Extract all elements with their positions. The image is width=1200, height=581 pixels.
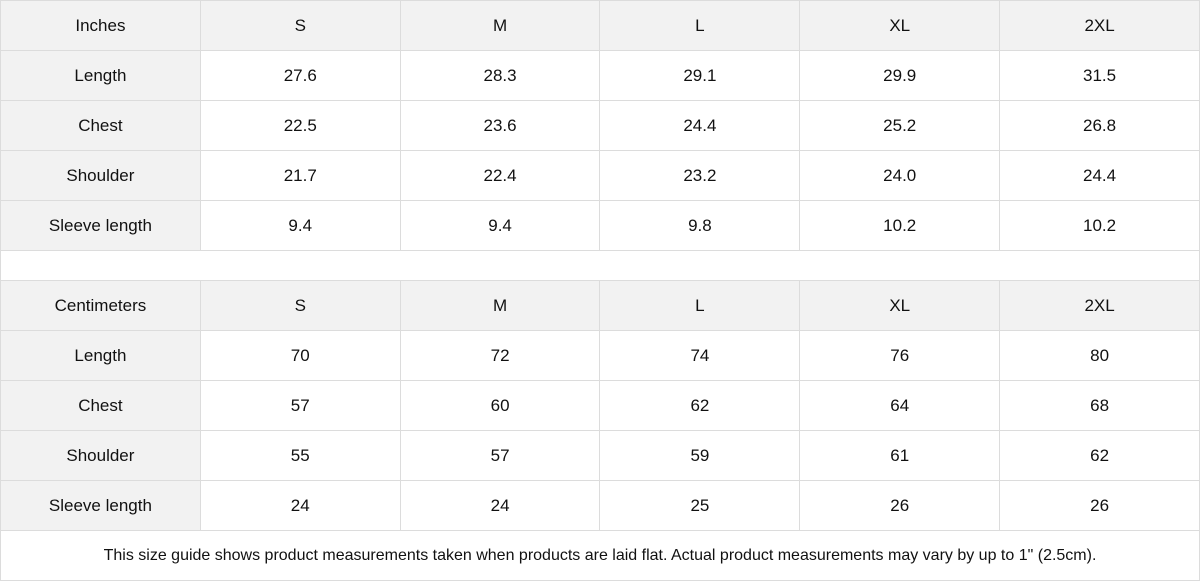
measurement-cell: 57: [399, 430, 601, 481]
unit-header: Centimeters: [0, 280, 201, 331]
table-row: Shoulder 55 57 59 61 62: [0, 430, 1200, 481]
table-row: Chest 57 60 62 64 68: [0, 380, 1200, 431]
header-row: Inches S M L XL 2XL: [0, 0, 1200, 51]
size-header: XL: [799, 280, 1001, 331]
row-label: Length: [0, 50, 201, 101]
size-header: M: [399, 280, 601, 331]
measurement-cell: 74: [599, 330, 801, 381]
measurement-cell: 23.2: [599, 150, 801, 201]
size-guide-note: This size guide shows product measuremen…: [0, 530, 1200, 581]
measurement-cell: 24: [199, 480, 401, 531]
row-label: Sleeve length: [0, 480, 201, 531]
measurement-cell: 62: [599, 380, 801, 431]
measurement-cell: 23.6: [399, 100, 601, 151]
measurement-cell: 22.4: [399, 150, 601, 201]
measurement-cell: 76: [799, 330, 1001, 381]
measurement-cell: 22.5: [199, 100, 401, 151]
measurement-cell: 21.7: [199, 150, 401, 201]
measurement-cell: 26.8: [999, 100, 1200, 151]
measurement-cell: 64: [799, 380, 1001, 431]
table-row: Chest 22.5 23.6 24.4 25.2 26.8: [0, 100, 1200, 151]
unit-header: Inches: [0, 0, 201, 51]
measurement-cell: 62: [999, 430, 1200, 481]
measurement-cell: 70: [199, 330, 401, 381]
measurement-cell: 68: [999, 380, 1200, 431]
size-header: L: [599, 280, 801, 331]
measurement-cell: 26: [799, 480, 1001, 531]
table-row: Length 27.6 28.3 29.1 29.9 31.5: [0, 50, 1200, 101]
measurement-cell: 24: [399, 480, 601, 531]
measurement-cell: 61: [799, 430, 1001, 481]
size-header: XL: [799, 0, 1001, 51]
size-header: 2XL: [999, 280, 1200, 331]
size-header: M: [399, 0, 601, 51]
measurement-cell: 27.6: [199, 50, 401, 101]
measurement-cell: 24.0: [799, 150, 1001, 201]
row-label: Shoulder: [0, 150, 201, 201]
row-label: Shoulder: [0, 430, 201, 481]
table-row: Shoulder 21.7 22.4 23.2 24.0 24.4: [0, 150, 1200, 201]
row-label: Sleeve length: [0, 200, 201, 251]
size-header: S: [199, 280, 401, 331]
row-label: Chest: [0, 100, 201, 151]
measurement-cell: 57: [199, 380, 401, 431]
spacer-cell: [0, 250, 1200, 281]
measurement-cell: 80: [999, 330, 1200, 381]
row-label: Chest: [0, 380, 201, 431]
measurement-cell: 26: [999, 480, 1200, 531]
measurement-cell: 10.2: [999, 200, 1200, 251]
measurement-cell: 24.4: [999, 150, 1200, 201]
measurement-cell: 31.5: [999, 50, 1200, 101]
header-row: Centimeters S M L XL 2XL: [0, 280, 1200, 331]
measurement-cell: 9.8: [599, 200, 801, 251]
table-spacer: [0, 250, 1200, 281]
table-row: Length 70 72 74 76 80: [0, 330, 1200, 381]
measurement-cell: 29.1: [599, 50, 801, 101]
measurement-cell: 29.9: [799, 50, 1001, 101]
measurement-cell: 10.2: [799, 200, 1001, 251]
measurement-cell: 28.3: [399, 50, 601, 101]
size-header: S: [199, 0, 401, 51]
measurement-cell: 59: [599, 430, 801, 481]
row-label: Length: [0, 330, 201, 381]
measurement-cell: 24.4: [599, 100, 801, 151]
table-row: Sleeve length 9.4 9.4 9.8 10.2 10.2: [0, 200, 1200, 251]
measurement-cell: 55: [199, 430, 401, 481]
measurement-cell: 9.4: [199, 200, 401, 251]
measurement-cell: 9.4: [399, 200, 601, 251]
size-header: L: [599, 0, 801, 51]
table-row: Sleeve length 24 24 25 26 26: [0, 480, 1200, 531]
size-header: 2XL: [999, 0, 1200, 51]
measurement-cell: 25.2: [799, 100, 1001, 151]
note-row: This size guide shows product measuremen…: [0, 530, 1200, 581]
measurement-cell: 60: [399, 380, 601, 431]
measurement-cell: 25: [599, 480, 801, 531]
measurement-cell: 72: [399, 330, 601, 381]
